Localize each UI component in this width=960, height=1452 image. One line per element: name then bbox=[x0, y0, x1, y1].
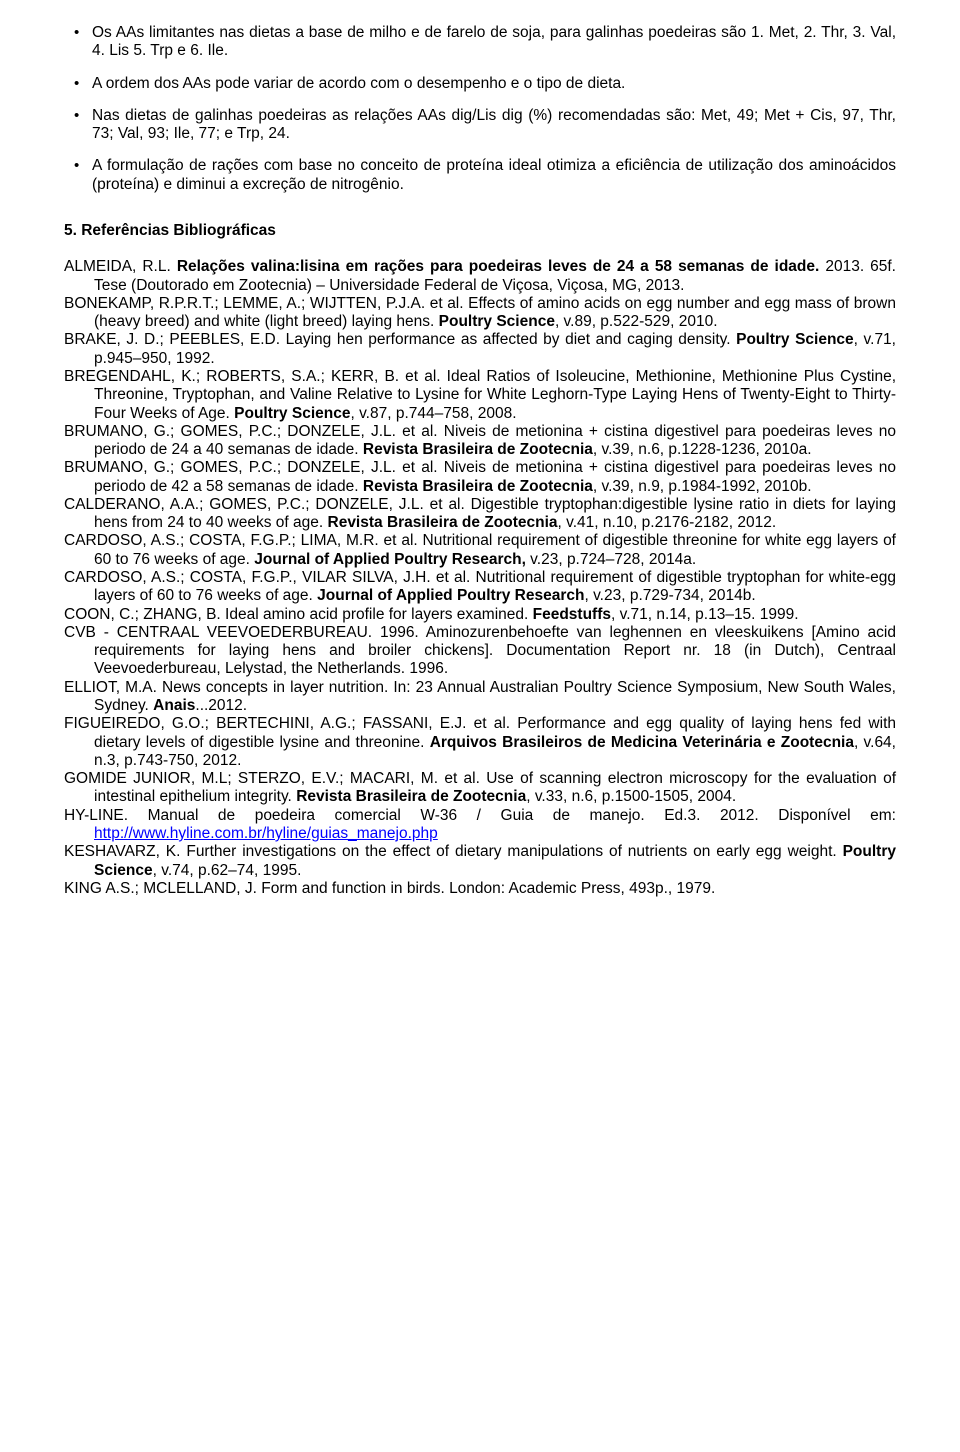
bullet-item: A ordem dos AAs pode variar de acordo co… bbox=[64, 75, 896, 93]
reference-title-bold: Revista Brasileira de Zootecnia bbox=[363, 478, 593, 495]
bullet-dot-icon bbox=[64, 24, 92, 42]
reference-entry: KESHAVARZ, K. Further investigations on … bbox=[64, 843, 896, 880]
reference-title-bold: Revista Brasileira de Zootecnia bbox=[328, 514, 558, 531]
reference-entry: BRUMANO, G.; GOMES, P.C.; DONZELE, J.L. … bbox=[64, 423, 896, 460]
reference-post: , v.71, n.14, p.13–15. 1999. bbox=[611, 606, 799, 623]
reference-title-bold: Revista Brasileira de Zootecnia bbox=[296, 788, 526, 805]
reference-entry: BRAKE, J. D.; PEEBLES, E.D. Laying hen p… bbox=[64, 331, 896, 368]
bullet-text: A formulação de rações com base no conce… bbox=[92, 157, 896, 194]
reference-entry: BREGENDAHL, K.; ROBERTS, S.A.; KERR, B. … bbox=[64, 368, 896, 423]
reference-entry: FIGUEIREDO, G.O.; BERTECHINI, A.G.; FASS… bbox=[64, 715, 896, 770]
reference-pre: KESHAVARZ, K. Further investigations on … bbox=[64, 843, 843, 860]
reference-pre: KING A.S.; MCLELLAND, J. Form and functi… bbox=[64, 880, 715, 897]
reference-post: , v.74, p.62–74, 1995. bbox=[153, 862, 302, 879]
reference-entry: ALMEIDA, R.L. Relações valina:lisina em … bbox=[64, 258, 896, 295]
reference-pre: HY-LINE. Manual de poedeira comercial W-… bbox=[64, 807, 896, 824]
bullet-text: A ordem dos AAs pode variar de acordo co… bbox=[92, 75, 896, 93]
reference-entry: BONEKAMP, R.P.R.T.; LEMME, A.; WIJTTEN, … bbox=[64, 295, 896, 332]
reference-title-bold: Anais bbox=[153, 697, 195, 714]
reference-post: , v.33, n.6, p.1500-1505, 2004. bbox=[526, 788, 736, 805]
reference-title-bold: Arquivos Brasileiros de Medicina Veterin… bbox=[430, 734, 854, 751]
bullet-item: Nas dietas de galinhas poedeiras as rela… bbox=[64, 107, 896, 144]
reference-post: , v.89, p.522-529, 2010. bbox=[555, 313, 718, 330]
reference-entry: GOMIDE JUNIOR, M.L; STERZO, E.V.; MACARI… bbox=[64, 770, 896, 807]
bullet-text: Nas dietas de galinhas poedeiras as rela… bbox=[92, 107, 896, 144]
reference-title-bold: Relações valina:lisina em rações para po… bbox=[177, 258, 820, 275]
references-heading: 5. Referências Bibliográficas bbox=[64, 222, 896, 240]
bullet-item: A formulação de rações com base no conce… bbox=[64, 157, 896, 194]
reference-entry: CVB - CENTRAAL VEEVOEDERBUREAU. 1996. Am… bbox=[64, 624, 896, 679]
reference-entry: HY-LINE. Manual de poedeira comercial W-… bbox=[64, 807, 896, 844]
reference-post: , v.39, n.9, p.1984-1992, 2010b. bbox=[593, 478, 812, 495]
reference-title-bold: Poultry Science bbox=[439, 313, 555, 330]
reference-title-bold: Poultry Science bbox=[234, 405, 350, 422]
reference-entry: COON, C.; ZHANG, B. Ideal amino acid pro… bbox=[64, 606, 896, 624]
reference-post: ...2012. bbox=[195, 697, 247, 714]
reference-entry: CALDERANO, A.A.; GOMES, P.C.; DONZELE, J… bbox=[64, 496, 896, 533]
bullet-dot-icon bbox=[64, 75, 92, 93]
reference-title-bold: Journal of Applied Poultry Research, bbox=[254, 551, 526, 568]
bullet-list: Os AAs limitantes nas dietas a base de m… bbox=[64, 24, 896, 194]
reference-entry: ELLIOT, M.A. News concepts in layer nutr… bbox=[64, 679, 896, 716]
reference-title-bold: Poultry Science bbox=[736, 331, 854, 348]
reference-title-bold: Revista Brasileira de Zootecnia bbox=[363, 441, 593, 458]
bullet-item: Os AAs limitantes nas dietas a base de m… bbox=[64, 24, 896, 61]
reference-entry: BRUMANO, G.; GOMES, P.C.; DONZELE, J.L. … bbox=[64, 459, 896, 496]
reference-post: , v.39, n.6, p.1228-1236, 2010a. bbox=[593, 441, 812, 458]
reference-post: , v.41, n.10, p.2176-2182, 2012. bbox=[558, 514, 777, 531]
reference-post: v.23, p.724–728, 2014a. bbox=[526, 551, 696, 568]
reference-entry: CARDOSO, A.S.; COSTA, F.G.P.; LIMA, M.R.… bbox=[64, 532, 896, 569]
reference-title-bold: Journal of Applied Poultry Research bbox=[317, 587, 584, 604]
reference-link[interactable]: http://www.hyline.com.br/hyline/guias_ma… bbox=[94, 825, 438, 842]
reference-entry: KING A.S.; MCLELLAND, J. Form and functi… bbox=[64, 880, 896, 898]
bullet-text: Os AAs limitantes nas dietas a base de m… bbox=[92, 24, 896, 61]
reference-entry: CARDOSO, A.S.; COSTA, F.G.P., VILAR SILV… bbox=[64, 569, 896, 606]
reference-post: , v.87, p.744–758, 2008. bbox=[350, 405, 516, 422]
reference-pre: CVB - CENTRAAL VEEVOEDERBUREAU. 1996. Am… bbox=[64, 624, 896, 678]
reference-title-bold: Feedstuffs bbox=[533, 606, 611, 623]
reference-pre: COON, C.; ZHANG, B. Ideal amino acid pro… bbox=[64, 606, 533, 623]
reference-pre: BRAKE, J. D.; PEEBLES, E.D. Laying hen p… bbox=[64, 331, 736, 348]
bullet-dot-icon bbox=[64, 157, 92, 175]
references-list: ALMEIDA, R.L. Relações valina:lisina em … bbox=[64, 258, 896, 898]
reference-post: , v.23, p.729-734, 2014b. bbox=[584, 587, 755, 604]
reference-pre: ALMEIDA, R.L. bbox=[64, 258, 177, 275]
bullet-dot-icon bbox=[64, 107, 92, 125]
